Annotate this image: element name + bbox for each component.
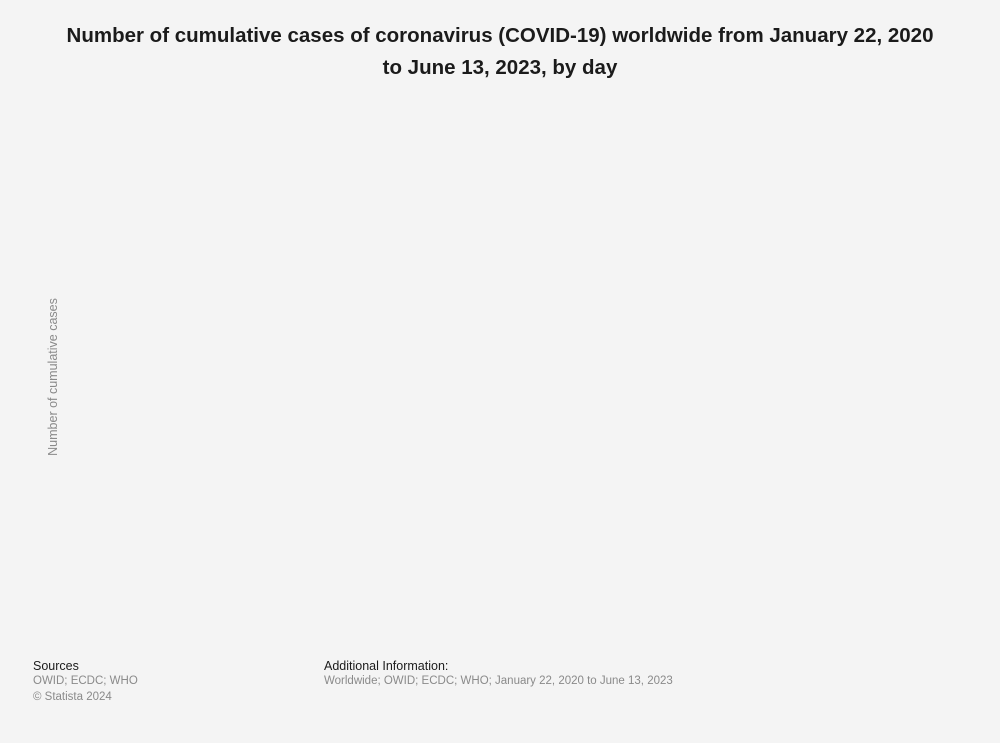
y-axis-label: Number of cumulative cases	[46, 298, 60, 456]
sources-heading: Sources	[33, 659, 79, 673]
copyright-text: © Statista 2024	[33, 690, 112, 703]
additional-info-heading: Additional Information:	[324, 659, 449, 673]
additional-info-block: Additional Information: Worldwide; OWID;…	[324, 658, 673, 690]
plot-area	[0, 96, 1000, 636]
additional-info-text: Worldwide; OWID; ECDC; WHO; January 22, …	[324, 675, 673, 687]
sources-text: OWID; ECDC; WHO	[33, 675, 138, 687]
chart-title: Number of cumulative cases of coronaviru…	[66, 24, 934, 79]
sources-block: Sources OWID; ECDC; WHO © Statista 2024	[33, 658, 138, 705]
chart-svg	[0, 96, 1000, 636]
